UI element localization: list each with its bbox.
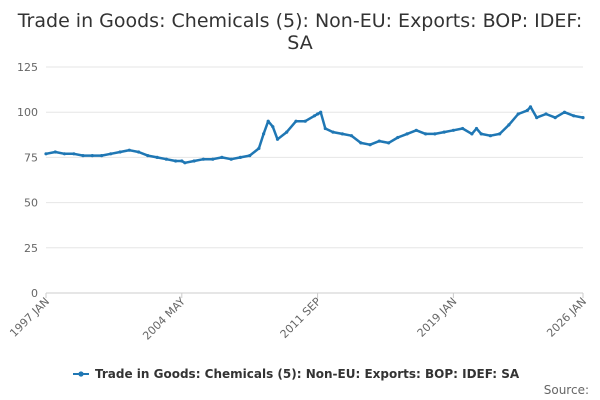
- data-point[interactable]: [316, 112, 320, 116]
- x-tick-label: 2026 JAN: [544, 295, 589, 340]
- data-point[interactable]: [461, 126, 465, 131]
- data-point[interactable]: [516, 112, 520, 116]
- data-point[interactable]: [155, 155, 159, 159]
- y-tick-label: 50: [24, 197, 38, 210]
- data-point[interactable]: [238, 155, 242, 159]
- data-point[interactable]: [414, 128, 418, 132]
- y-tick-label: 100: [17, 106, 38, 119]
- data-point[interactable]: [525, 108, 530, 112]
- data-point[interactable]: [53, 150, 57, 154]
- data-point[interactable]: [100, 154, 104, 158]
- data-point[interactable]: [396, 135, 400, 140]
- y-tick-label: 0: [31, 287, 38, 300]
- data-point[interactable]: [248, 154, 252, 158]
- data-point[interactable]: [359, 141, 363, 145]
- data-point[interactable]: [349, 134, 354, 138]
- data-point[interactable]: [562, 110, 567, 114]
- data-point[interactable]: [174, 159, 178, 163]
- data-point[interactable]: [137, 150, 141, 154]
- gridlines: [46, 66, 583, 294]
- data-point[interactable]: [271, 125, 275, 129]
- data-point[interactable]: [275, 137, 280, 141]
- data-point[interactable]: [211, 157, 215, 161]
- data-point[interactable]: [451, 128, 455, 132]
- y-tick-label: 75: [24, 151, 38, 164]
- data-point[interactable]: [81, 154, 85, 158]
- data-point[interactable]: [377, 139, 381, 143]
- data-point[interactable]: [581, 116, 585, 120]
- chart-title-line-2: SA: [287, 32, 312, 54]
- data-point[interactable]: [62, 152, 67, 156]
- source-label: Source:: [544, 383, 589, 397]
- x-tick-label: 2019 JAN: [415, 295, 460, 340]
- data-point[interactable]: [387, 141, 391, 145]
- data-point[interactable]: [220, 155, 224, 159]
- data-point[interactable]: [470, 132, 474, 136]
- data-point[interactable]: [164, 157, 168, 161]
- data-point[interactable]: [118, 150, 122, 154]
- data-point[interactable]: [368, 143, 372, 147]
- legend-label: Trade in Goods: Chemicals (5): Non-EU: E…: [95, 367, 520, 381]
- data-point[interactable]: [433, 132, 437, 136]
- data-point[interactable]: [424, 132, 428, 136]
- y-axis-ticks: 0 25 50 75 100 125: [17, 61, 38, 300]
- legend-marker: [78, 371, 84, 377]
- data-point[interactable]: [303, 119, 307, 123]
- series-layer: [44, 105, 585, 165]
- data-point[interactable]: [488, 134, 492, 138]
- data-point[interactable]: [285, 130, 289, 134]
- data-point[interactable]: [127, 148, 131, 152]
- data-point[interactable]: [146, 154, 150, 158]
- x-tick-label: 1997 JAN: [7, 295, 52, 340]
- data-point[interactable]: [319, 110, 323, 114]
- x-tick-label: 2011 SEP: [278, 295, 324, 341]
- data-point[interactable]: [528, 105, 533, 109]
- data-point[interactable]: [553, 116, 557, 120]
- x-axis: 1997 JAN 2004 MAY 2011 SEP 2019 JAN 2026 JAN: [7, 292, 589, 343]
- data-point[interactable]: [442, 130, 446, 134]
- data-point[interactable]: [109, 152, 113, 156]
- data-point[interactable]: [340, 132, 344, 136]
- data-point[interactable]: [544, 112, 548, 116]
- data-point[interactable]: [498, 132, 502, 136]
- data-point[interactable]: [266, 119, 270, 123]
- chart-title-line-1: Trade in Goods: Chemicals (5): Non-EU: E…: [17, 10, 583, 32]
- data-point[interactable]: [229, 157, 233, 161]
- data-point[interactable]: [323, 126, 327, 131]
- data-point[interactable]: [312, 114, 317, 118]
- data-point[interactable]: [405, 132, 409, 136]
- x-tick-label: 2004 MAY: [140, 295, 188, 343]
- data-point[interactable]: [183, 161, 187, 165]
- y-tick-label: 125: [17, 61, 38, 74]
- data-point[interactable]: [294, 119, 298, 123]
- data-point[interactable]: [44, 152, 48, 156]
- data-point[interactable]: [262, 132, 266, 136]
- data-point[interactable]: [331, 130, 335, 134]
- data-point[interactable]: [507, 123, 511, 127]
- data-point[interactable]: [72, 152, 76, 156]
- data-point[interactable]: [90, 154, 94, 158]
- legend[interactable]: Trade in Goods: Chemicals (5): Non-EU: E…: [73, 367, 520, 381]
- data-point[interactable]: [572, 114, 576, 118]
- data-point[interactable]: [180, 159, 184, 163]
- data-point[interactable]: [192, 159, 196, 163]
- data-point[interactable]: [257, 146, 261, 150]
- data-point[interactable]: [474, 126, 479, 131]
- data-point[interactable]: [479, 132, 483, 136]
- y-tick-label: 25: [24, 242, 38, 255]
- data-point[interactable]: [201, 157, 205, 161]
- data-point[interactable]: [535, 116, 539, 120]
